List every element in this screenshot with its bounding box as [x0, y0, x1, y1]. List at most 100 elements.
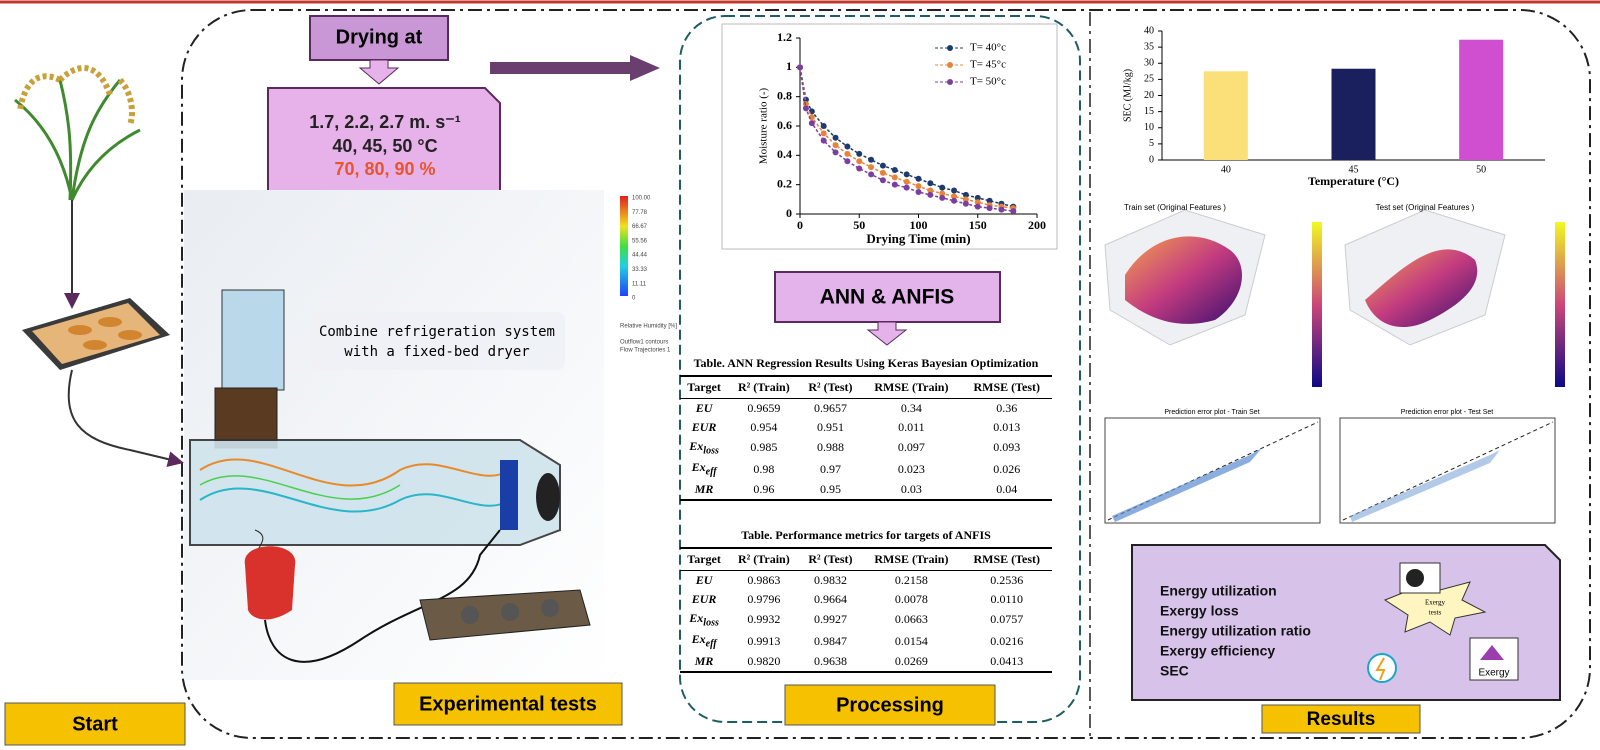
colorbar-note: Outflow1 contours: [620, 340, 668, 346]
plot-title: Train set (Original Features ): [1124, 203, 1226, 212]
bar: [1203, 71, 1248, 160]
conditions-box: [267, 87, 501, 196]
stage-label: Processing: [836, 694, 944, 716]
point: [879, 162, 886, 169]
cell: 0.097: [897, 440, 925, 455]
cell: 0.0110: [990, 592, 1024, 606]
point: [1010, 208, 1017, 215]
surface-plot: [1104, 209, 1565, 387]
row: EUR 0.954 0.951 0.011 0.013: [680, 418, 1052, 437]
point: [939, 184, 946, 191]
target-part: loss: [703, 617, 719, 629]
colorbar-label: 0: [632, 296, 636, 302]
target-cell: EU: [680, 571, 728, 591]
cell: 0.9657: [813, 401, 847, 415]
cell: 0.0413: [990, 653, 1024, 668]
colorbar-label: 77.78: [632, 210, 648, 216]
header-cell: R² (Test): [799, 548, 862, 571]
point: [844, 150, 851, 157]
cell: 0.951: [816, 420, 844, 434]
x-tick-label: 0: [797, 218, 803, 232]
arrow: [67, 369, 184, 467]
cell: 0.96: [753, 481, 775, 496]
cell: 0.9832: [813, 573, 847, 587]
point: [962, 200, 969, 207]
point: [903, 171, 910, 178]
x-axis-label: Temperature (°C): [1308, 174, 1399, 188]
target-part: EU: [695, 573, 713, 587]
point: [832, 142, 839, 149]
y-tick-label: 1.2: [777, 30, 792, 44]
target-cell: Exloss: [680, 437, 728, 458]
table-block: Table. ANN Regression Results Using Kera…: [680, 356, 1052, 501]
cell: 0.9913: [747, 633, 781, 648]
point: [820, 137, 827, 144]
chart-frame: [721, 23, 1058, 250]
result-item: SEC: [1160, 663, 1189, 679]
point: [879, 169, 886, 176]
cell: 0.95: [819, 481, 841, 496]
point: [868, 171, 875, 178]
icon: [1480, 645, 1504, 660]
point: [820, 130, 827, 137]
y-tick-label: 0.2: [777, 176, 792, 190]
colorbar-label: 66.67: [632, 224, 648, 230]
point: [844, 143, 851, 150]
plot-title: Test set (Original Features ): [1376, 203, 1475, 212]
icon: [1375, 657, 1386, 681]
point: [974, 194, 981, 201]
point: [939, 194, 946, 201]
x-tick-label: 100: [910, 218, 928, 232]
icon: [1367, 653, 1397, 683]
row: EU 0.9863 0.9832 0.2158 0.2536: [680, 571, 1052, 591]
table-title: Table. Performance metrics for targets o…: [741, 528, 991, 542]
cell: 0.0663: [894, 612, 928, 627]
point: [808, 120, 815, 127]
header-cell: R² (Train): [728, 376, 800, 399]
cell: 0.0216: [990, 633, 1024, 648]
colorbar-title: Relative Humidity [%]: [620, 324, 677, 330]
cell: 0.97: [819, 461, 841, 476]
point: [891, 181, 898, 188]
stage-label: Start: [72, 713, 118, 735]
target-cell: Exloss: [680, 609, 728, 630]
y-tick-label: 0.4: [777, 147, 792, 161]
cell: 0.9820: [747, 653, 781, 668]
point: [844, 158, 851, 165]
point: [802, 105, 809, 112]
y-tick-label: 20: [1144, 90, 1154, 101]
plot-title: Prediction error plot - Train Set: [1164, 409, 1259, 416]
target-part: Ex: [689, 611, 704, 625]
arrow: [358, 59, 400, 85]
colorbar-label: 55.56: [632, 238, 648, 244]
y-tick-label: 10: [1144, 122, 1154, 133]
cell: 0.2158: [894, 573, 928, 587]
y-tick-label: 35: [1144, 41, 1154, 52]
target-cell: MR: [680, 652, 728, 672]
point: [856, 150, 863, 157]
point: [868, 164, 875, 171]
dryer-model: [189, 289, 591, 663]
cell: 0.9796: [747, 592, 781, 606]
results-box: [1131, 544, 1561, 701]
point: [927, 191, 934, 198]
point: [891, 174, 898, 181]
target-part: loss: [703, 445, 719, 457]
burst-label: Exergy: [1425, 599, 1446, 607]
cell: 0.9863: [747, 573, 781, 587]
cell: 0.98: [753, 461, 775, 476]
target-part: Ex: [689, 439, 704, 453]
stage-box: [1261, 704, 1421, 734]
y-tick-label: 0.6: [777, 118, 792, 132]
colorbar-note: Flow Trajectories 1: [620, 348, 671, 354]
point: [986, 197, 993, 204]
prediction-plot: [1104, 417, 1556, 524]
header-cell: Target: [680, 376, 729, 399]
row: EUR 0.9796 0.9664 0.0078 0.0110: [680, 590, 1052, 609]
point: [879, 177, 886, 184]
cfd-caption: Combine refrigeration system: [319, 324, 555, 340]
condition: 40, 45, 50 °C: [332, 136, 437, 156]
target-part: MR: [694, 481, 714, 496]
legend-marker: [947, 45, 953, 51]
